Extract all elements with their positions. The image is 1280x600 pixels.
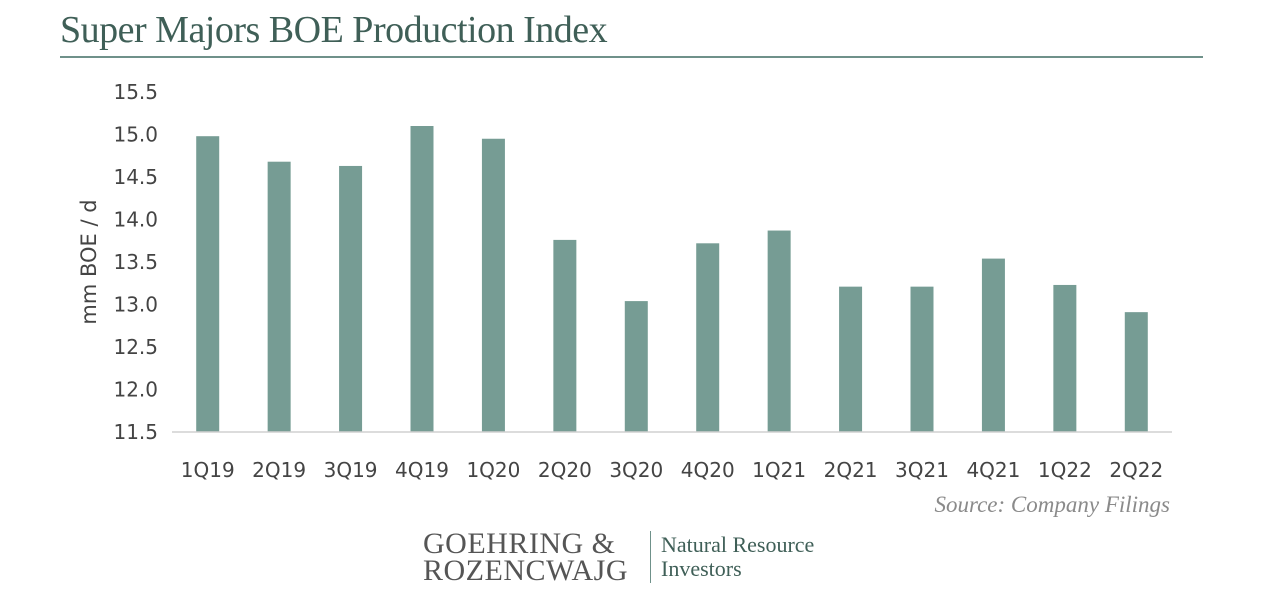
x-tick-label: 2Q20 xyxy=(538,458,592,482)
x-tick-label: 3Q19 xyxy=(324,458,378,482)
x-tick-label: 1Q22 xyxy=(1038,458,1092,482)
x-tick-label: 1Q20 xyxy=(466,458,520,482)
logo-tagline: Natural Resource Investors xyxy=(661,533,814,581)
x-tick-label: 2Q19 xyxy=(252,458,306,482)
company-logo: GOEHRING & ROZENCWAJG Natural Resource I… xyxy=(423,527,814,587)
y-tick-label: 13.5 xyxy=(113,250,158,274)
logo-tagline-2: Investors xyxy=(661,556,742,581)
bar-3q21 xyxy=(910,286,934,432)
bar-1q20 xyxy=(481,138,505,432)
x-tick-label: 3Q21 xyxy=(895,458,949,482)
logo-tagline-1: Natural Resource xyxy=(661,532,815,557)
y-tick-label: 15.0 xyxy=(113,123,158,147)
y-tick-label: 11.5 xyxy=(113,420,158,444)
y-axis-title: mm BOE / d xyxy=(77,199,101,324)
bar-2q20 xyxy=(553,239,577,432)
x-tick-label: 2Q21 xyxy=(824,458,878,482)
y-tick-label: 15.5 xyxy=(113,80,158,104)
y-tick-label: 12.0 xyxy=(113,378,158,402)
logo-line-1: GOEHRING & xyxy=(423,527,616,560)
bar-3q19 xyxy=(339,165,363,432)
x-axis-ticks: 1Q19 2Q19 3Q19 4Q19 1Q20 2Q20 3Q20 4Q20 1Q21 2Q21… xyxy=(181,458,1163,482)
y-axis-ticks: 15.5 15.0 14.5 14.0 13.5 13.0 12.5 12.0 11.5 xyxy=(113,80,158,444)
bar-4q20 xyxy=(696,243,720,432)
bars xyxy=(196,126,1148,432)
bar-4q21 xyxy=(981,258,1005,432)
bar-2q21 xyxy=(839,286,863,432)
y-tick-label: 12.5 xyxy=(113,335,158,359)
bar-1q19 xyxy=(196,136,220,432)
y-tick-label: 14.0 xyxy=(113,208,158,232)
chart-title: Super Majors BOE Production Index xyxy=(60,9,608,51)
x-tick-label: 1Q21 xyxy=(752,458,806,482)
bar-1q21 xyxy=(767,230,791,432)
logo-divider xyxy=(650,531,651,583)
bar-1q22 xyxy=(1053,284,1077,432)
y-tick-label: 13.0 xyxy=(113,293,158,317)
x-tick-label: 4Q20 xyxy=(681,458,735,482)
bar-3q20 xyxy=(624,301,648,432)
x-tick-label: 3Q20 xyxy=(609,458,663,482)
logo-wordmark: GOEHRING & ROZENCWAJG xyxy=(423,527,628,587)
logo-line-2: ROZENCWAJG xyxy=(423,554,628,587)
x-tick-label: 4Q21 xyxy=(966,458,1020,482)
bar-2q22 xyxy=(1124,312,1148,432)
title-divider xyxy=(60,56,1203,58)
y-tick-label: 14.5 xyxy=(113,165,158,189)
bar-4q19 xyxy=(410,126,434,432)
x-tick-label: 2Q22 xyxy=(1109,458,1163,482)
x-tick-label: 4Q19 xyxy=(395,458,449,482)
x-tick-label: 1Q19 xyxy=(181,458,235,482)
bar-2q19 xyxy=(267,161,291,432)
source-note: Source: Company Filings xyxy=(934,492,1170,517)
